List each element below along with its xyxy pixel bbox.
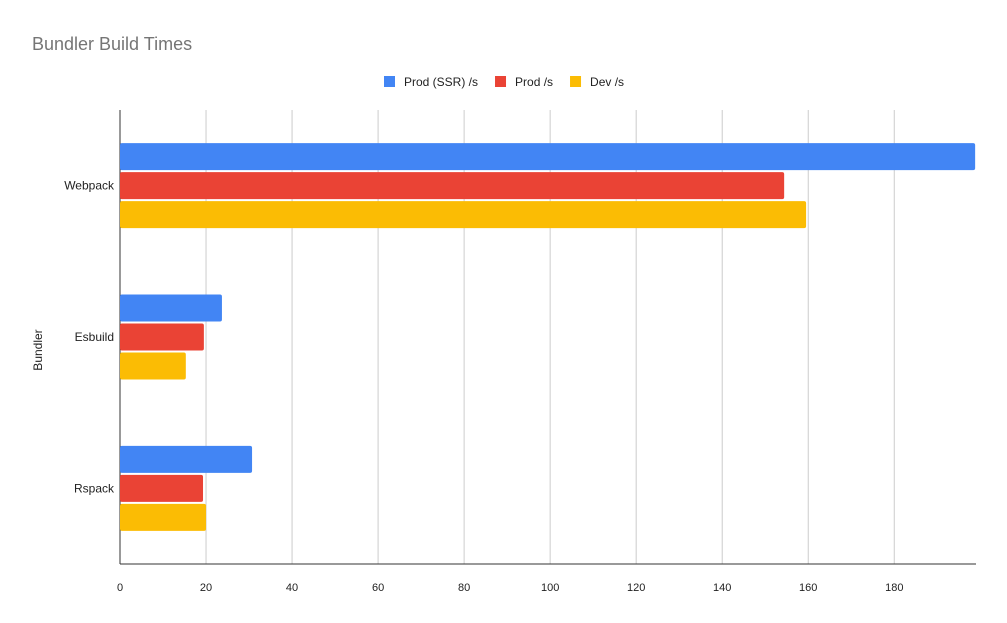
bar-esbuild-1 [120, 323, 204, 351]
x-tick-label: 80 [458, 582, 470, 594]
category-label: Esbuild [75, 330, 114, 344]
legend-swatch [384, 76, 395, 87]
bar-rspack-2 [120, 503, 207, 531]
legend-swatch [495, 76, 507, 87]
category-label: Rspack [74, 481, 115, 495]
legend-label: Dev /s [590, 75, 624, 89]
x-tick-label: 180 [885, 582, 903, 594]
x-tick-label: 60 [372, 582, 384, 594]
bar-rspack-1 [120, 474, 204, 502]
legend-swatch [570, 76, 582, 87]
category-label: Webpack [64, 179, 115, 193]
bar-webpack-2 [120, 201, 807, 229]
bar-esbuild-2 [120, 352, 186, 380]
bar-esbuild-0 [120, 294, 222, 322]
bars [120, 143, 976, 531]
x-tick-label: 100 [541, 582, 559, 594]
bar-rspack-0 [120, 445, 253, 473]
x-tick-label: 0 [117, 582, 123, 594]
y-category-labels: Webpack Esbuild Rspack [64, 179, 115, 496]
bar-webpack-0 [120, 143, 976, 171]
x-tick-label: 20 [200, 582, 212, 594]
x-tick-label: 40 [286, 582, 298, 594]
bar-webpack-1 [120, 172, 785, 200]
legend-label: Prod (SSR) /s [404, 75, 478, 89]
legend: Prod (SSR) /s Prod /s Dev /s [384, 75, 624, 89]
x-tick-label: 160 [799, 582, 817, 594]
x-tick-label: 120 [627, 582, 645, 594]
legend-label: Prod /s [515, 75, 553, 89]
x-tick-labels: 0 20 40 60 80 100 120 140 160 180 [117, 582, 904, 594]
y-axis-label: Bundler [31, 329, 45, 370]
x-tick-label: 140 [713, 582, 731, 594]
chart-title: Bundler Build Times [32, 34, 192, 54]
